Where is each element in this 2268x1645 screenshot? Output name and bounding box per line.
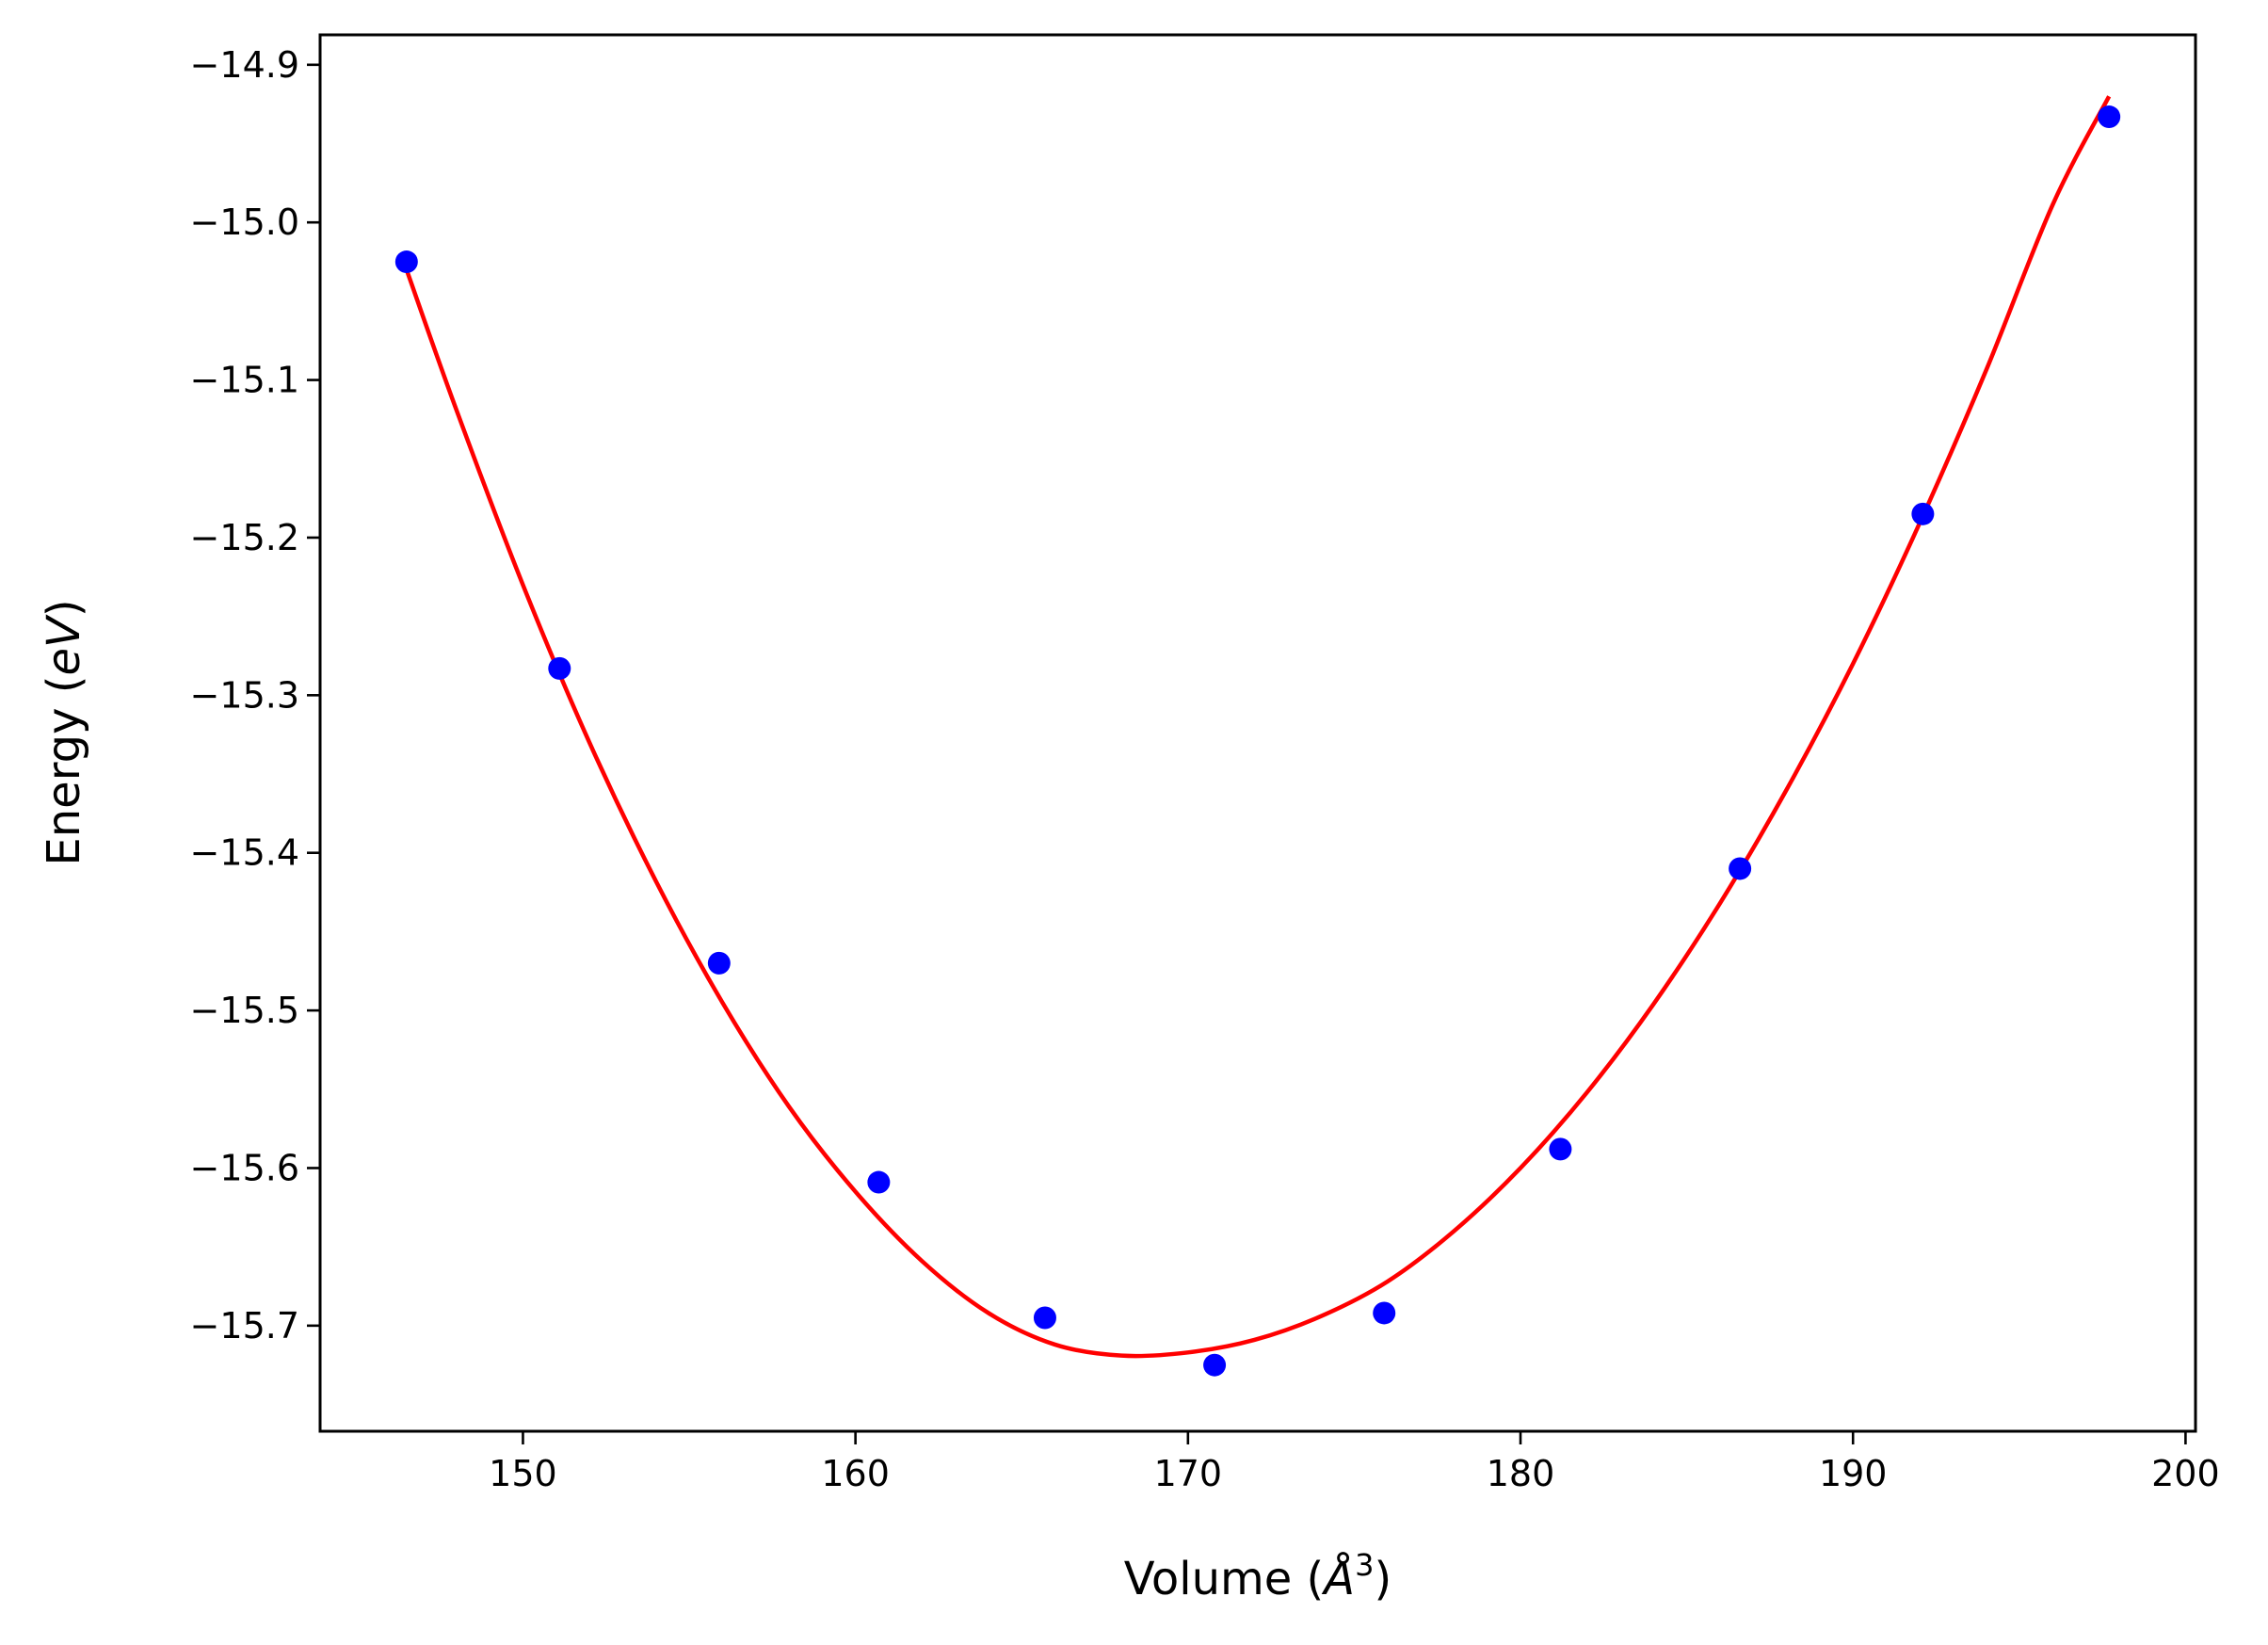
- data-point: [867, 1170, 891, 1194]
- data-point: [2098, 105, 2121, 129]
- y-tick-label: −15.6: [190, 1147, 299, 1188]
- y-tick-label: −15.0: [190, 202, 299, 243]
- data-point: [1549, 1137, 1572, 1161]
- y-tick-label: −15.1: [190, 360, 299, 401]
- data-point: [707, 951, 731, 975]
- x-tick-label: 180: [1487, 1453, 1555, 1494]
- y-tick-label: −15.2: [190, 517, 299, 558]
- data-point: [1729, 857, 1752, 880]
- y-tick-label: −15.5: [190, 990, 299, 1031]
- fit-curve: [404, 95, 2112, 1359]
- y-tick-label: −15.3: [190, 674, 299, 716]
- x-tick-label: 200: [2151, 1453, 2220, 1494]
- x-tick-label: 160: [821, 1453, 890, 1494]
- y-tick-label: −15.4: [190, 832, 299, 874]
- x-tick-label: 170: [1154, 1453, 1223, 1494]
- x-tick-label: 150: [489, 1453, 557, 1494]
- data-point: [394, 250, 418, 274]
- y-tick-label: −15.7: [190, 1305, 299, 1347]
- y-axis-label: Energy (eV): [38, 599, 90, 865]
- data-point: [1911, 502, 1935, 525]
- x-tick-label: 190: [1819, 1453, 1888, 1494]
- data-point: [1033, 1306, 1056, 1330]
- data-point: [1203, 1353, 1227, 1377]
- data-point: [548, 656, 571, 680]
- plot-frame: [318, 33, 2197, 1433]
- data-point: [1373, 1301, 1396, 1325]
- x-axis-label: Volume (Å3): [1124, 1547, 1391, 1605]
- y-tick-label: −14.9: [190, 44, 299, 86]
